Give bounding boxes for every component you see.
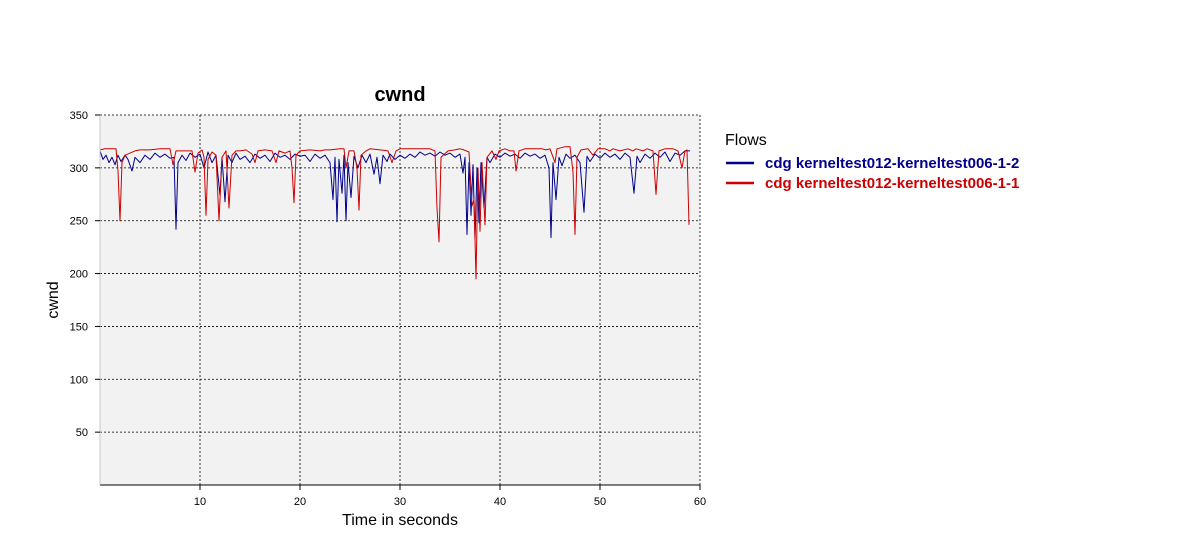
x-axis-label: Time in seconds bbox=[342, 512, 458, 529]
y-tick-label: 300 bbox=[70, 163, 88, 175]
chart-title: cwnd bbox=[374, 84, 425, 106]
grid-lines bbox=[100, 114, 701, 485]
y-axis-label: cwnd bbox=[45, 281, 62, 318]
x-tick-label: 60 bbox=[694, 496, 706, 508]
x-tick-label: 40 bbox=[494, 496, 506, 508]
series-line-2 bbox=[99, 146, 690, 280]
series-layer bbox=[99, 146, 690, 280]
x-tick-label: 50 bbox=[594, 496, 606, 508]
legend-title: Flows bbox=[725, 132, 767, 149]
x-tick-label: 20 bbox=[294, 496, 306, 508]
y-tick-label: 100 bbox=[70, 374, 88, 386]
y-tick-label: 200 bbox=[70, 269, 88, 281]
x-tick-label: 30 bbox=[394, 496, 406, 508]
legend-label: cdg kerneltest012-kerneltest006-1-1 bbox=[765, 175, 1019, 192]
tick-labels: 10 20 30 40 50 60 50 100 150 200 250 300 350 bbox=[70, 110, 706, 508]
legend-label: cdg kerneltest012-kerneltest006-1-2 bbox=[765, 155, 1019, 172]
legend: Flows cdg kerneltest012-kerneltest006-1-… bbox=[725, 132, 1019, 192]
y-tick-label: 250 bbox=[70, 216, 88, 228]
y-tick-label: 150 bbox=[70, 321, 88, 333]
y-tick-label: 350 bbox=[70, 110, 88, 122]
y-tick-label: 50 bbox=[76, 427, 88, 439]
x-tick-label: 10 bbox=[194, 496, 206, 508]
